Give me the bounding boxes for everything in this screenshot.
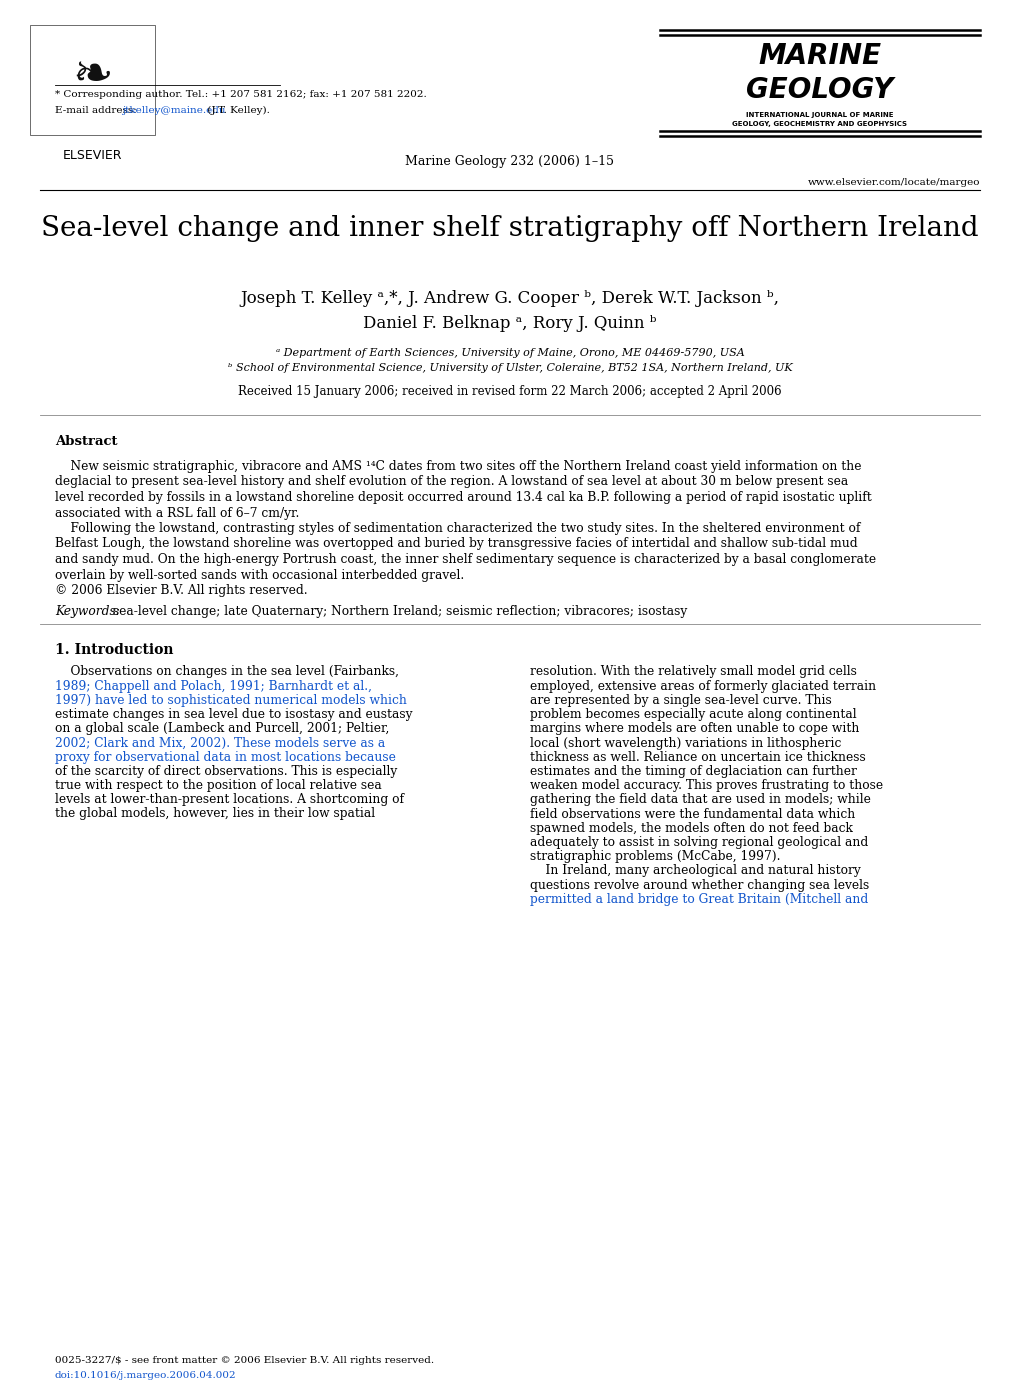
Text: (J.T. Kelley).: (J.T. Kelley). xyxy=(204,106,270,115)
Text: associated with a RSL fall of 6–7 cm/yr.: associated with a RSL fall of 6–7 cm/yr. xyxy=(55,506,300,519)
Text: sea-level change; late Quaternary; Northern Ireland; seismic reflection; vibraco: sea-level change; late Quaternary; North… xyxy=(109,605,687,619)
Text: questions revolve around whether changing sea levels: questions revolve around whether changin… xyxy=(530,879,868,892)
Text: true with respect to the position of local relative sea: true with respect to the position of loc… xyxy=(55,779,381,791)
Text: the global models, however, lies in their low spatial: the global models, however, lies in thei… xyxy=(55,808,375,821)
Text: spawned models, the models often do not feed back: spawned models, the models often do not … xyxy=(530,822,852,835)
Text: ❧: ❧ xyxy=(72,51,113,99)
Text: weaken model accuracy. This proves frustrating to those: weaken model accuracy. This proves frust… xyxy=(530,779,882,791)
Text: level recorded by fossils in a lowstand shoreline deposit occurred around 13.4 c: level recorded by fossils in a lowstand … xyxy=(55,491,871,504)
Text: doi:10.1016/j.margeo.2006.04.002: doi:10.1016/j.margeo.2006.04.002 xyxy=(55,1372,236,1380)
Text: Joseph T. Kelley ᵃ,*, J. Andrew G. Cooper ᵇ, Derek W.T. Jackson ᵇ,: Joseph T. Kelley ᵃ,*, J. Andrew G. Coope… xyxy=(240,289,779,307)
Text: Belfast Lough, the lowstand shoreline was overtopped and buried by transgressive: Belfast Lough, the lowstand shoreline wa… xyxy=(55,537,857,551)
Text: overlain by well-sorted sands with occasional interbedded gravel.: overlain by well-sorted sands with occas… xyxy=(55,569,464,581)
Text: E-mail address:: E-mail address: xyxy=(55,106,140,115)
Text: jtkelley@maine.edu: jtkelley@maine.edu xyxy=(122,106,225,115)
Text: thickness as well. Reliance on uncertain ice thickness: thickness as well. Reliance on uncertain… xyxy=(530,751,865,764)
Text: Abstract: Abstract xyxy=(55,435,117,448)
Text: New seismic stratigraphic, vibracore and AMS ¹⁴C dates from two sites off the No: New seismic stratigraphic, vibracore and… xyxy=(55,460,861,473)
Text: are represented by a single sea-level curve. This: are represented by a single sea-level cu… xyxy=(530,694,830,707)
Text: levels at lower-than-present locations. A shortcoming of: levels at lower-than-present locations. … xyxy=(55,793,404,807)
Text: proxy for observational data in most locations because: proxy for observational data in most loc… xyxy=(55,751,395,764)
Text: local (short wavelength) variations in lithospheric: local (short wavelength) variations in l… xyxy=(530,736,841,750)
Text: 1997) have led to sophisticated numerical models which: 1997) have led to sophisticated numerica… xyxy=(55,694,407,707)
Text: ᵇ School of Environmental Science, University of Ulster, Coleraine, BT52 1SA, No: ᵇ School of Environmental Science, Unive… xyxy=(227,363,792,373)
Text: Following the lowstand, contrasting styles of sedimentation characterized the tw: Following the lowstand, contrasting styl… xyxy=(55,522,860,536)
Text: www.elsevier.com/locate/margeo: www.elsevier.com/locate/margeo xyxy=(807,178,979,186)
Text: Marine Geology 232 (2006) 1–15: Marine Geology 232 (2006) 1–15 xyxy=(406,154,613,168)
Text: field observations were the fundamental data which: field observations were the fundamental … xyxy=(530,808,854,821)
Text: resolution. With the relatively small model grid cells: resolution. With the relatively small mo… xyxy=(530,665,856,679)
Text: GEOLOGY, GEOCHEMISTRY AND GEOPHYSICS: GEOLOGY, GEOCHEMISTRY AND GEOPHYSICS xyxy=(732,121,907,127)
Text: MARINE: MARINE xyxy=(758,42,880,70)
Text: ELSEVIER: ELSEVIER xyxy=(63,149,122,161)
Text: © 2006 Elsevier B.V. All rights reserved.: © 2006 Elsevier B.V. All rights reserved… xyxy=(55,584,308,597)
Text: 2002; Clark and Mix, 2002). These models serve as a: 2002; Clark and Mix, 2002). These models… xyxy=(55,736,385,750)
Text: 1. Introduction: 1. Introduction xyxy=(55,644,173,658)
Text: on a global scale (Lambeck and Purcell, 2001; Peltier,: on a global scale (Lambeck and Purcell, … xyxy=(55,722,389,736)
Text: and sandy mud. On the high-energy Portrush coast, the inner shelf sedimentary se: and sandy mud. On the high-energy Portru… xyxy=(55,554,875,566)
Text: deglacial to present sea-level history and shelf evolution of the region. A lows: deglacial to present sea-level history a… xyxy=(55,476,848,488)
Text: margins where models are often unable to cope with: margins where models are often unable to… xyxy=(530,722,859,736)
Text: employed, extensive areas of formerly glaciated terrain: employed, extensive areas of formerly gl… xyxy=(530,680,875,693)
Text: 1989; Chappell and Polach, 1991; Barnhardt et al.,: 1989; Chappell and Polach, 1991; Barnhar… xyxy=(55,680,372,693)
Text: 0025-3227/$ - see front matter © 2006 Elsevier B.V. All rights reserved.: 0025-3227/$ - see front matter © 2006 El… xyxy=(55,1356,434,1365)
Text: In Ireland, many archeological and natural history: In Ireland, many archeological and natur… xyxy=(530,864,860,878)
Bar xyxy=(30,25,155,135)
Text: GEOLOGY: GEOLOGY xyxy=(746,77,893,104)
Text: ᵃ Department of Earth Sciences, University of Maine, Orono, ME 04469-5790, USA: ᵃ Department of Earth Sciences, Universi… xyxy=(275,348,744,357)
Text: problem becomes especially acute along continental: problem becomes especially acute along c… xyxy=(530,708,856,721)
Text: permitted a land bridge to Great Britain (Mitchell and: permitted a land bridge to Great Britain… xyxy=(530,893,867,906)
Text: Received 15 January 2006; received in revised form 22 March 2006; accepted 2 Apr: Received 15 January 2006; received in re… xyxy=(238,385,781,398)
Text: Daniel F. Belknap ᵃ, Rory J. Quinn ᵇ: Daniel F. Belknap ᵃ, Rory J. Quinn ᵇ xyxy=(363,314,656,332)
Text: Observations on changes in the sea level (Fairbanks,: Observations on changes in the sea level… xyxy=(55,665,398,679)
Text: Keywords:: Keywords: xyxy=(55,605,120,619)
Text: of the scarcity of direct observations. This is especially: of the scarcity of direct observations. … xyxy=(55,765,396,778)
Text: stratigraphic problems (McCabe, 1997).: stratigraphic problems (McCabe, 1997). xyxy=(530,850,780,862)
Text: Sea-level change and inner shelf stratigraphy off Northern Ireland: Sea-level change and inner shelf stratig… xyxy=(41,216,978,242)
Text: estimate changes in sea level due to isostasy and eustasy: estimate changes in sea level due to iso… xyxy=(55,708,412,721)
Text: INTERNATIONAL JOURNAL OF MARINE: INTERNATIONAL JOURNAL OF MARINE xyxy=(746,113,893,118)
Text: * Corresponding author. Tel.: +1 207 581 2162; fax: +1 207 581 2202.: * Corresponding author. Tel.: +1 207 581… xyxy=(55,90,426,99)
Text: gathering the field data that are used in models; while: gathering the field data that are used i… xyxy=(530,793,870,807)
Text: estimates and the timing of deglaciation can further: estimates and the timing of deglaciation… xyxy=(530,765,856,778)
Text: adequately to assist in solving regional geological and: adequately to assist in solving regional… xyxy=(530,836,867,849)
